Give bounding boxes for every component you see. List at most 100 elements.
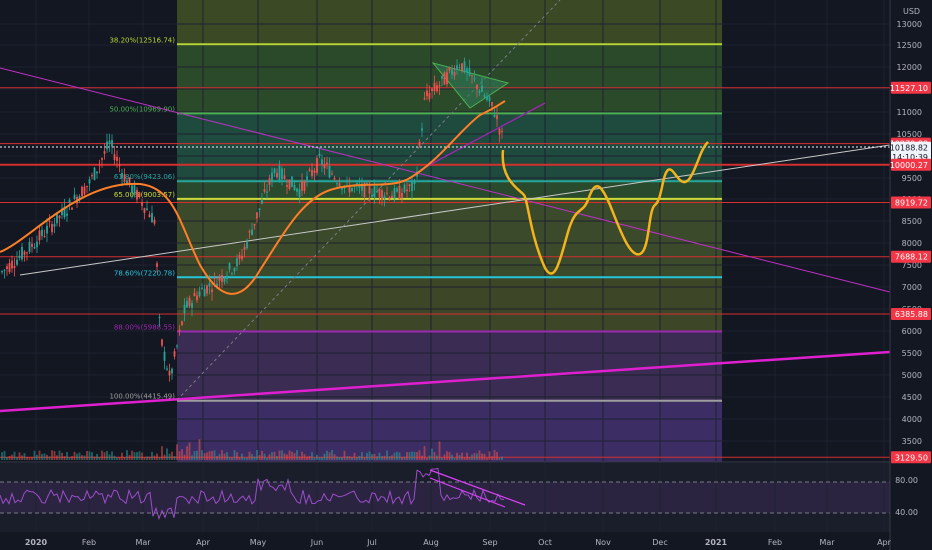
volume-bar [308, 455, 311, 460]
price-tick-label: 8000 [902, 239, 922, 248]
candle-body [313, 170, 316, 173]
candle-body [38, 230, 41, 241]
volume-bar [426, 457, 428, 460]
candle-body [498, 128, 501, 135]
volume-bar [418, 450, 421, 460]
volume-bar [158, 457, 161, 460]
volume-bar [301, 451, 303, 460]
candle-body [201, 287, 203, 289]
candle-body [88, 179, 91, 184]
volume-bar [86, 450, 88, 460]
volume-bar [403, 456, 406, 460]
volume-bar [238, 457, 241, 460]
volume-bar [303, 454, 306, 460]
candle-body [396, 188, 398, 192]
volume-bar [491, 456, 493, 460]
volume-bar [58, 450, 61, 460]
fib-zone-5 [177, 277, 722, 331]
volume-bar [26, 457, 28, 460]
volume-bar [198, 439, 201, 460]
volume-bar [393, 452, 396, 460]
volume-bar [378, 452, 381, 460]
volume-bar [348, 456, 351, 460]
candle-body [231, 273, 233, 275]
candle-body [68, 199, 71, 203]
volume-bar [283, 453, 286, 460]
volume-bar [181, 449, 183, 460]
price-tick-label: 11000 [897, 108, 922, 117]
candle-body [56, 212, 58, 224]
candle-body [338, 183, 341, 187]
volume-bar [423, 446, 426, 460]
volume-bar [176, 444, 178, 460]
candle-body [188, 297, 191, 307]
price-tick-label: 6000 [902, 327, 922, 336]
price-badge [891, 250, 931, 263]
volume-bar [116, 457, 118, 460]
candle-body [291, 176, 293, 187]
candle-body [13, 266, 16, 268]
volume-bar [373, 454, 376, 460]
candle-body [293, 185, 296, 190]
time-tick-label: Apr [877, 538, 892, 547]
volume-bar [411, 451, 413, 460]
candle-body [11, 260, 13, 269]
candle-body [263, 189, 266, 192]
volume-bar [141, 452, 143, 460]
volume-bar [431, 448, 433, 460]
candle-body [173, 351, 176, 357]
candle-body [158, 317, 161, 319]
candle-body [273, 168, 276, 173]
volume-bar [93, 456, 96, 460]
candle-body [111, 139, 113, 147]
time-axis[interactable]: 2020 Feb Mar Apr May Jun Jul Aug Sep Oct Nov Dec 202… [25, 538, 892, 547]
time-tick-label: Apr [196, 538, 211, 547]
volume-bar [366, 453, 368, 460]
volume-bar [258, 454, 261, 460]
candle-body [221, 274, 223, 282]
candle-body [361, 183, 363, 191]
volume-bar [68, 457, 71, 460]
volume-bar [256, 450, 258, 460]
candle-body [303, 180, 306, 192]
candle-body [448, 67, 451, 71]
candle-body [478, 90, 481, 93]
candle-body [381, 190, 383, 200]
volume-bar [413, 451, 416, 460]
candle-body [398, 185, 401, 200]
volume-bar [483, 453, 486, 460]
volume-bar [113, 455, 116, 460]
volume-bar [128, 455, 131, 460]
candle-body [153, 219, 156, 224]
volume-bar [353, 452, 356, 460]
volume-bar [211, 450, 213, 460]
volume-bar [108, 454, 111, 460]
volume-bar [46, 454, 48, 460]
candle-body [248, 231, 251, 233]
candle-body [426, 90, 428, 97]
time-tick-label: Feb [768, 538, 782, 547]
volume-bar [276, 456, 278, 460]
trendline-white [19, 144, 891, 276]
candle-body [333, 177, 336, 180]
trendline-dotted [176, 0, 561, 401]
candle-body [28, 241, 31, 252]
volume-bar [233, 450, 236, 460]
candle-body [461, 63, 463, 71]
candle-body [278, 165, 281, 181]
candle-body [351, 187, 353, 192]
volume-bar [118, 456, 121, 460]
volume-bar [16, 457, 18, 460]
candle-body [308, 169, 311, 171]
oscillator-line [0, 467, 505, 521]
volume-bar [346, 456, 348, 460]
volume-bar [466, 452, 468, 460]
candle-body [346, 180, 348, 182]
candle-body [208, 283, 211, 287]
candle-body [436, 85, 438, 92]
price-badge-text: 10188.82 [890, 144, 928, 153]
volume-bar [241, 453, 243, 460]
horizontal-lines [0, 87, 890, 458]
candle-body [53, 223, 56, 227]
